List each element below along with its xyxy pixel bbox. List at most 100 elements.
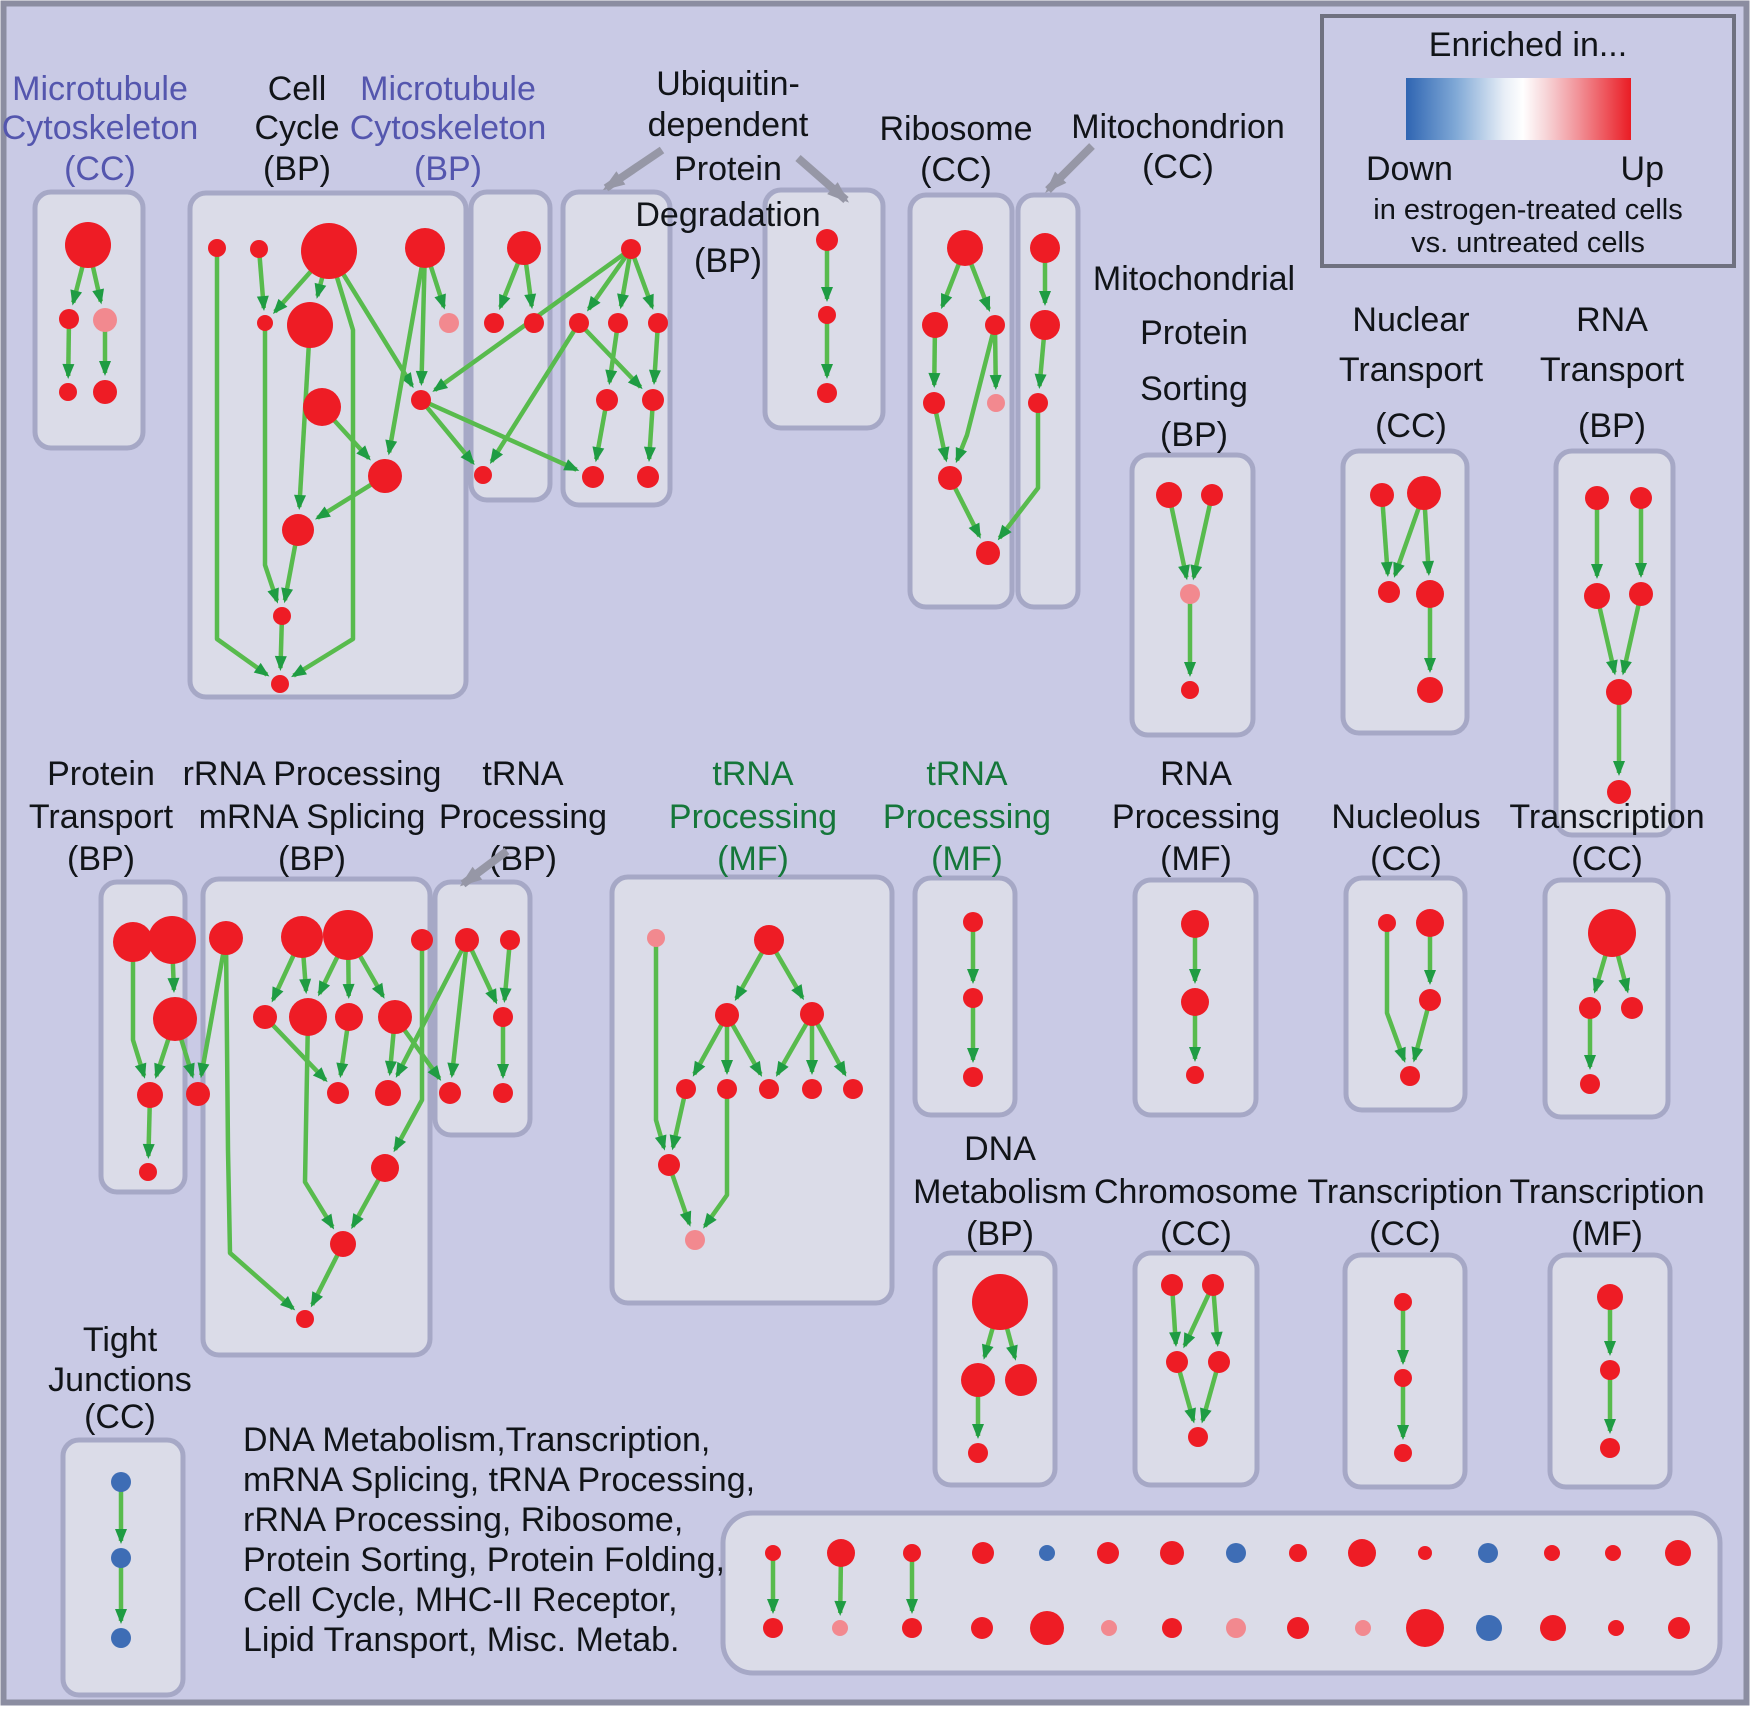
term-node-red [330,1231,356,1257]
term-node-red [1600,1360,1620,1380]
cluster-label-tight-junctions-cc: Tight Junctions (CC) [48,1321,192,1436]
term-node-red [1287,1617,1309,1639]
term-node-red [1606,679,1632,705]
cluster-box-transcription-cc-mid [1542,877,1671,1120]
term-node-red [843,1079,863,1099]
term-node-red [802,1079,822,1099]
term-node-red [1588,909,1636,957]
term-node-red [524,313,544,333]
label-pointer-arrow [459,847,510,888]
legend-down-label: Down [1366,150,1453,188]
term-node-red [289,998,327,1036]
term-node-red [923,392,945,414]
term-node-red [963,912,983,932]
term-node-red [1597,1284,1623,1310]
term-node-red [1540,1615,1566,1641]
term-node-red [1419,989,1441,1011]
term-node-red [903,1544,921,1562]
cluster-label-microtubule-cytoskeleton-cc: Microtubule Cytoskeleton (CC) [2,70,199,188]
edge-arrow-rna-transport-bp [1594,595,1618,676]
term-node-red [1030,233,1060,263]
term-node-red [1630,487,1652,509]
term-node-red [411,390,431,410]
edge-arrow-trna-processing-mf-1 [653,938,667,1151]
term-node-red [282,514,314,546]
term-node-red [484,313,504,333]
legend-axis-labels: Down Up [1324,150,1732,190]
term-node-red [1166,1351,1188,1373]
cluster-label-protein-transport-bp: Protein Transport (BP) [29,755,174,878]
term-node-red [596,389,618,411]
cluster-label-ubiquitin-degradation-bp: Ubiquitin-dependent Protein Degradation (BP… [635,65,820,280]
term-node-red [1394,1369,1412,1387]
term-node-red [1406,1609,1444,1647]
cluster-label-mitochondrion-cc: Mitochondrion (CC) [1071,108,1285,186]
term-node-red [1605,1545,1621,1561]
term-node-red [455,928,479,952]
cluster-label-rrna-processing-mrna-splicing-bp: rRNA Processing mRNA Splicing (BP) [183,755,442,878]
term-node-red [827,1539,855,1567]
term-node-red [922,312,948,338]
edge-arrow-cross [489,321,581,465]
term-node-blue [1478,1543,1498,1563]
cluster-label-mitochondrial-protein-sorting-bp: Mitochondrial Protein Sorting (BP) [1093,260,1295,454]
term-node-red [208,239,226,257]
term-node-red [1160,1541,1184,1565]
term-node-red [439,1082,461,1104]
term-node-pink [647,929,665,947]
term-node-red [1416,909,1444,937]
edge-arrow-ubiquitin-degradation-bp [628,248,655,310]
term-node-red [947,230,983,266]
term-node-red [287,302,333,348]
term-node-red [569,313,589,333]
term-node-red [961,1363,995,1397]
term-node-red [93,380,117,404]
cluster-label-transcription-mf: Transcription (MF) [1509,1173,1704,1253]
term-node-red [65,222,111,268]
term-node-red [493,1083,513,1103]
term-node-red [902,1618,922,1638]
cluster-box-microtubule-cytoskeleton-bp [468,189,553,503]
cluster-box-rna-transport-bp [1553,448,1676,838]
edge-arrow-nucleolus-cc [1384,923,1407,1063]
term-node-red [186,1082,210,1106]
edge-arrow-trna-processing-bp [499,939,513,1004]
label-pointer-arrow [795,154,850,204]
term-node-red [1028,393,1048,413]
term-node-pink [832,1620,848,1636]
term-node-red [1005,1364,1037,1396]
term-node-red [1665,1540,1691,1566]
term-node-red [1585,486,1609,510]
term-node-pink [1226,1618,1246,1638]
term-node-red [818,306,836,324]
term-node-red [59,383,77,401]
term-node-red [817,383,837,403]
cluster-box-summary-terms-box [720,1510,1723,1676]
term-node-red [253,1005,277,1029]
edge-arrow-rna-transport-bp [1620,593,1644,676]
legend-up-label: Up [1620,150,1664,188]
legend-subtitle: in estrogen-treated cells vs. untreated … [1324,194,1732,260]
term-node-red [1348,1539,1376,1567]
term-node-pink [93,308,117,332]
cluster-box-nuclear-transport-cc [1340,448,1470,736]
edge-arrow-rrna-processing-mrna-splicing-bp [393,940,425,1153]
term-node-red [257,315,273,331]
cluster-label-cell-cycle-bp: Cell Cycle (BP) [254,70,339,188]
term-node-red [972,1274,1028,1330]
term-node-red [717,1079,737,1099]
term-node-red [1621,997,1643,1019]
term-node-red [1394,1293,1412,1311]
label-pointer-arrow [1045,143,1095,193]
term-node-red [474,466,492,484]
term-node-red [1289,1544,1307,1562]
edge-arrow-cell-cycle-bp [262,323,280,604]
term-node-red [765,1545,781,1561]
term-node-red [137,1082,163,1108]
term-node-red [139,1163,157,1181]
cluster-label-trna-processing-mf-2: tRNA Processing (MF) [883,755,1051,878]
note-line: Protein Sorting, Protein Folding, [243,1541,725,1579]
term-node-red [209,921,243,955]
legend-title: Enriched in... [1428,26,1628,64]
